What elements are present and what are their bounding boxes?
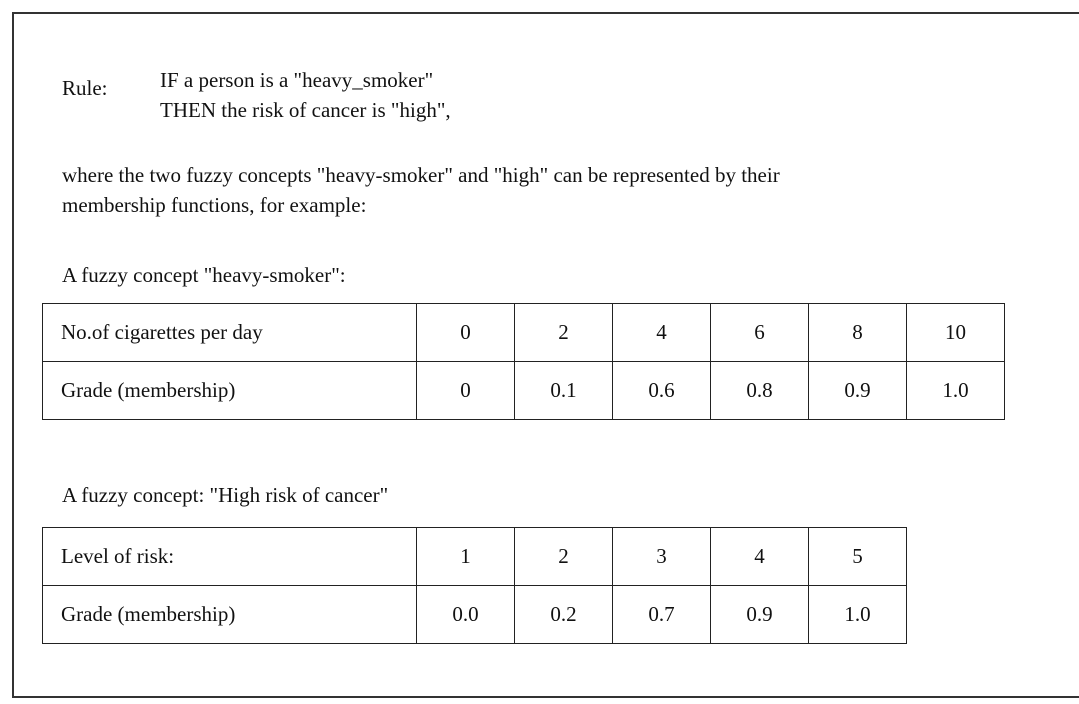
table-cell: 0 [416,303,515,362]
rule-line: THEN the risk of cancer is "high", [160,98,451,122]
table-row: Grade (membership) 0 0.1 0.6 0.8 0.9 1.0 [42,361,1005,420]
table-cell: 4 [710,527,809,586]
table-cell: 0 [416,361,515,420]
table-cell: 0.1 [514,361,613,420]
table-cell: 6 [710,303,809,362]
membership-table: No.of cigarettes per day 0 2 4 6 8 10 Grade (me… [42,303,1005,420]
rule-line: IF a person is a "heavy_smoker" [160,68,434,92]
paragraph-line: membership functions, for example: [62,193,367,217]
rule-label: Rule: [62,76,108,100]
table-row: Level of risk: 1 2 3 4 5 [42,527,907,586]
table-cell: 3 [612,527,711,586]
table-cell: 0.9 [710,585,809,644]
table-row: Grade (membership) 0.0 0.2 0.7 0.9 1.0 [42,585,907,644]
table-cell: 2 [514,303,613,362]
table-cell: 8 [808,303,907,362]
row-header: Level of risk: [42,527,417,586]
table-cell: 0.2 [514,585,613,644]
paragraph-line: where the two fuzzy concepts "heavy-smok… [62,163,780,187]
table-cell: 0.7 [612,585,711,644]
table-cell: 1.0 [906,361,1005,420]
row-header: No.of cigarettes per day [42,303,417,362]
table-cell: 1.0 [808,585,907,644]
table-cell: 0.0 [416,585,515,644]
table-heading: A fuzzy concept: "High risk of cancer" [62,483,389,507]
figure-frame [12,12,1079,698]
table-cell: 4 [612,303,711,362]
table-cell: 1 [416,527,515,586]
table-row: No.of cigarettes per day 0 2 4 6 8 10 [42,303,1005,362]
membership-table: Level of risk: 1 2 3 4 5 Grade (membership) 0.0… [42,527,907,644]
table-cell: 0.6 [612,361,711,420]
table-cell: 2 [514,527,613,586]
row-header: Grade (membership) [42,585,417,644]
table-heading: A fuzzy concept "heavy-smoker": [62,263,346,287]
table-cell: 10 [906,303,1005,362]
table-cell: 5 [808,527,907,586]
row-header: Grade (membership) [42,361,417,420]
table-cell: 0.9 [808,361,907,420]
table-cell: 0.8 [710,361,809,420]
